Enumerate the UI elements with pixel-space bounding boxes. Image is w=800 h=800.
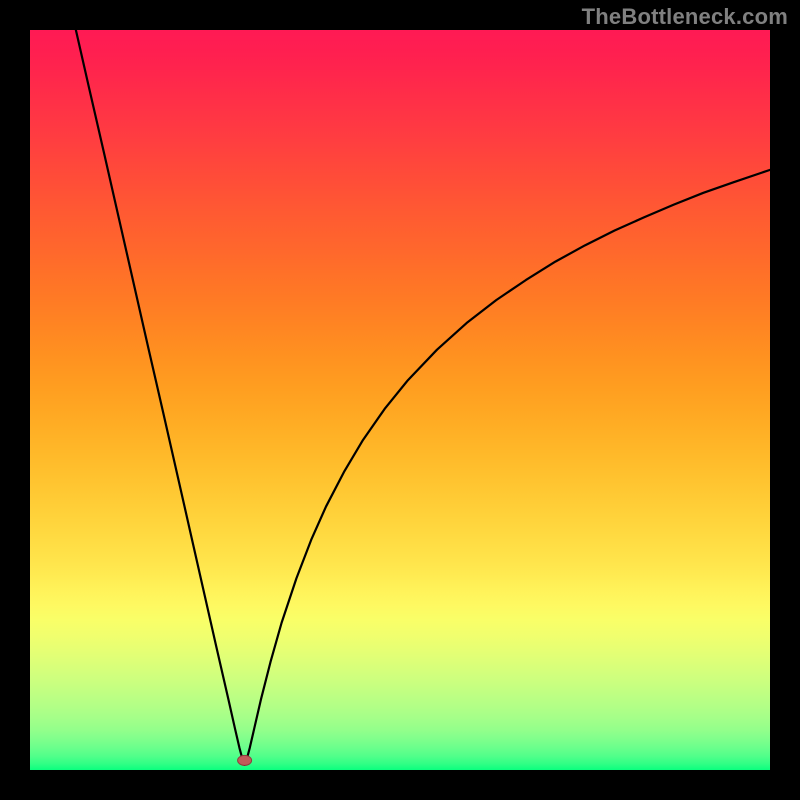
- minimum-marker: [238, 755, 252, 765]
- chart-container: TheBottleneck.com: [0, 0, 800, 800]
- watermark-text: TheBottleneck.com: [582, 4, 788, 30]
- plot-area: [30, 30, 770, 770]
- bottleneck-curve: [76, 30, 770, 765]
- curve-layer: [30, 30, 770, 770]
